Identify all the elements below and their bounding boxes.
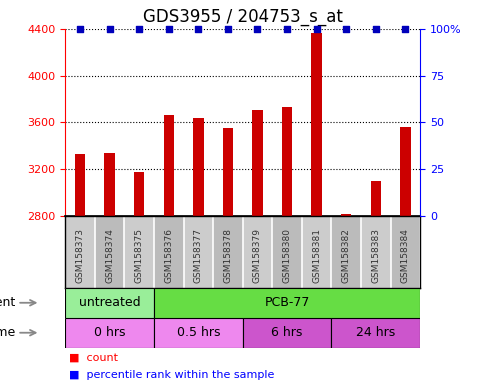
Bar (75, 154, 85, 216)
Bar (164, 115, 174, 216)
Point (195, 26, 202, 32)
Bar (125, 216, 154, 288)
Text: PCB-77: PCB-77 (264, 296, 310, 309)
Bar (184, 216, 213, 288)
Bar (154, 318, 243, 348)
Text: GSM158382: GSM158382 (342, 228, 351, 283)
Point (254, 26, 261, 32)
Text: GSM158380: GSM158380 (283, 228, 292, 283)
Text: 6 hrs: 6 hrs (271, 326, 303, 339)
Point (313, 26, 321, 32)
Bar (272, 216, 302, 288)
Bar (193, 118, 203, 216)
Text: GSM158373: GSM158373 (75, 228, 85, 283)
Bar (391, 216, 420, 288)
Bar (282, 107, 292, 216)
Text: GSM158383: GSM158383 (371, 228, 380, 283)
Bar (213, 216, 242, 288)
Bar (242, 318, 331, 348)
Bar (302, 216, 331, 288)
Text: 0.5 hrs: 0.5 hrs (177, 326, 220, 339)
Point (342, 26, 350, 32)
Bar (361, 216, 391, 288)
Text: GSM158375: GSM158375 (135, 228, 143, 283)
Text: 24 hrs: 24 hrs (356, 326, 396, 339)
Text: GSM158374: GSM158374 (105, 228, 114, 283)
Text: GSM158378: GSM158378 (224, 228, 232, 283)
Point (283, 26, 291, 32)
Bar (223, 128, 233, 216)
Text: GSM158376: GSM158376 (164, 228, 173, 283)
Point (372, 26, 380, 32)
Bar (104, 153, 115, 216)
Text: GSM158381: GSM158381 (312, 228, 321, 283)
Point (165, 26, 172, 32)
Point (401, 26, 409, 32)
Text: ■  percentile rank within the sample: ■ percentile rank within the sample (69, 371, 274, 381)
Bar (65, 216, 95, 288)
Point (76, 26, 84, 32)
Text: ■  count: ■ count (69, 353, 118, 362)
Bar (154, 288, 420, 318)
Bar (242, 216, 272, 288)
Bar (400, 127, 411, 216)
Bar (65, 288, 154, 318)
Text: GSM158377: GSM158377 (194, 228, 203, 283)
Title: GDS3955 / 204753_s_at: GDS3955 / 204753_s_at (143, 8, 342, 26)
Bar (252, 109, 263, 216)
Text: time: time (0, 326, 15, 339)
Text: GSM158384: GSM158384 (401, 228, 410, 283)
Bar (331, 216, 361, 288)
Bar (312, 33, 322, 216)
Text: agent: agent (0, 296, 15, 309)
Bar (154, 216, 184, 288)
Text: untreated: untreated (79, 296, 141, 309)
Bar (65, 318, 154, 348)
Bar (331, 318, 420, 348)
Text: 0 hrs: 0 hrs (94, 326, 125, 339)
Point (106, 26, 114, 32)
Bar (134, 172, 144, 216)
Point (224, 26, 232, 32)
Point (135, 26, 143, 32)
Bar (341, 214, 352, 216)
Text: GSM158379: GSM158379 (253, 228, 262, 283)
Bar (370, 181, 381, 216)
Bar (95, 216, 125, 288)
